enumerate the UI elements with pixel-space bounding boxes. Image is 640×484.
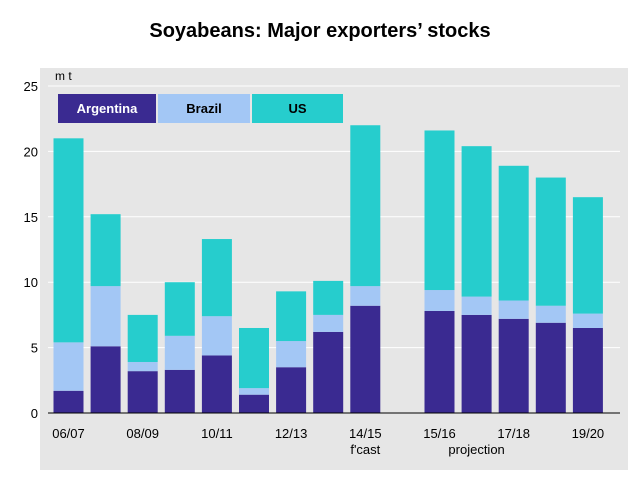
legend-label-argentina: Argentina bbox=[77, 101, 138, 116]
bar-argentina-16-17 bbox=[461, 314, 492, 413]
bar-us-14-15 bbox=[350, 125, 381, 287]
x-tick-label: 19/20 bbox=[572, 426, 605, 441]
bars bbox=[53, 125, 603, 413]
x-tick-label: 15/16 bbox=[423, 426, 456, 441]
bar-argentina-07-08 bbox=[90, 346, 121, 413]
tick-labels: 0 5 10 15 20 25 06/07 08/09 10/11 12/13 14/15 15/16… bbox=[24, 79, 605, 457]
bar-brazil-16-17 bbox=[461, 296, 492, 315]
x-tick-label: 10/11 bbox=[201, 426, 233, 441]
bar-brazil-09-10 bbox=[164, 335, 195, 370]
bar-brazil-19-20 bbox=[572, 313, 603, 328]
bar-brazil-13-14 bbox=[313, 314, 344, 332]
legend-label-us: US bbox=[288, 101, 306, 116]
bar-us-10-11 bbox=[201, 239, 232, 317]
x-tick-label: 12/13 bbox=[275, 426, 308, 441]
y-tick-label: 10 bbox=[24, 275, 38, 290]
bar-us-07-08 bbox=[90, 214, 121, 287]
bar-us-12-13 bbox=[276, 291, 307, 342]
bar-brazil-08-09 bbox=[127, 361, 158, 372]
bar-brazil-12-13 bbox=[276, 341, 307, 368]
bar-argentina-09-10 bbox=[164, 369, 195, 413]
bar-us-16-17 bbox=[461, 146, 492, 297]
bar-brazil-17-18 bbox=[498, 300, 529, 319]
bar-brazil-10-11 bbox=[201, 316, 232, 356]
bar-argentina-19-20 bbox=[572, 327, 603, 413]
y-tick-label: 5 bbox=[31, 341, 38, 356]
legend-label-brazil: Brazil bbox=[186, 101, 221, 116]
bar-argentina-08-09 bbox=[127, 371, 158, 413]
bar-argentina-13-14 bbox=[313, 331, 344, 413]
x-tick-label: 17/18 bbox=[497, 426, 530, 441]
legend-swatch-brazil bbox=[158, 94, 250, 123]
bar-argentina-10-11 bbox=[201, 355, 232, 413]
bar-us-11-12 bbox=[239, 327, 269, 389]
bar-argentina-11-12 bbox=[239, 394, 269, 413]
bar-argentina-06-07 bbox=[53, 390, 84, 413]
x-annotation-label: projection bbox=[448, 442, 504, 457]
bar-argentina-15-16 bbox=[424, 310, 455, 413]
bar-us-06-07 bbox=[53, 138, 84, 343]
bar-argentina-17-18 bbox=[498, 318, 529, 413]
y-tick-label: 15 bbox=[24, 210, 38, 225]
y-axis-unit-label: m t bbox=[55, 69, 72, 83]
bar-us-13-14 bbox=[313, 280, 344, 315]
bar-brazil-11-12 bbox=[239, 388, 269, 395]
y-tick-label: 25 bbox=[24, 79, 38, 94]
bar-brazil-14-15 bbox=[350, 286, 381, 306]
bar-argentina-12-13 bbox=[276, 367, 307, 413]
bar-us-09-10 bbox=[164, 282, 195, 336]
bar-argentina-14-15 bbox=[350, 305, 381, 413]
legend: Argentina Brazil US bbox=[58, 94, 343, 123]
y-tick-label: 20 bbox=[24, 144, 38, 159]
bar-brazil-07-08 bbox=[90, 286, 121, 347]
bar-us-18-19 bbox=[535, 177, 566, 306]
y-tick-label: 0 bbox=[31, 406, 38, 421]
bar-brazil-15-16 bbox=[424, 290, 455, 311]
legend-swatch-argentina bbox=[58, 94, 156, 123]
bar-us-15-16 bbox=[424, 130, 455, 291]
bar-brazil-06-07 bbox=[53, 342, 84, 391]
legend-swatch-us bbox=[252, 94, 343, 123]
bar-brazil-18-19 bbox=[535, 305, 566, 323]
x-tick-label: 06/07 bbox=[52, 426, 85, 441]
bar-us-08-09 bbox=[127, 314, 158, 362]
x-annotation-label: f'cast bbox=[350, 442, 380, 457]
bar-us-17-18 bbox=[498, 165, 529, 301]
x-tick-label: 14/15 bbox=[349, 426, 382, 441]
x-tick-label: 08/09 bbox=[126, 426, 159, 441]
bar-argentina-18-19 bbox=[535, 322, 566, 413]
bar-us-19-20 bbox=[572, 197, 603, 314]
chart-title: Soyabeans: Major exporters’ stocks bbox=[149, 20, 491, 42]
